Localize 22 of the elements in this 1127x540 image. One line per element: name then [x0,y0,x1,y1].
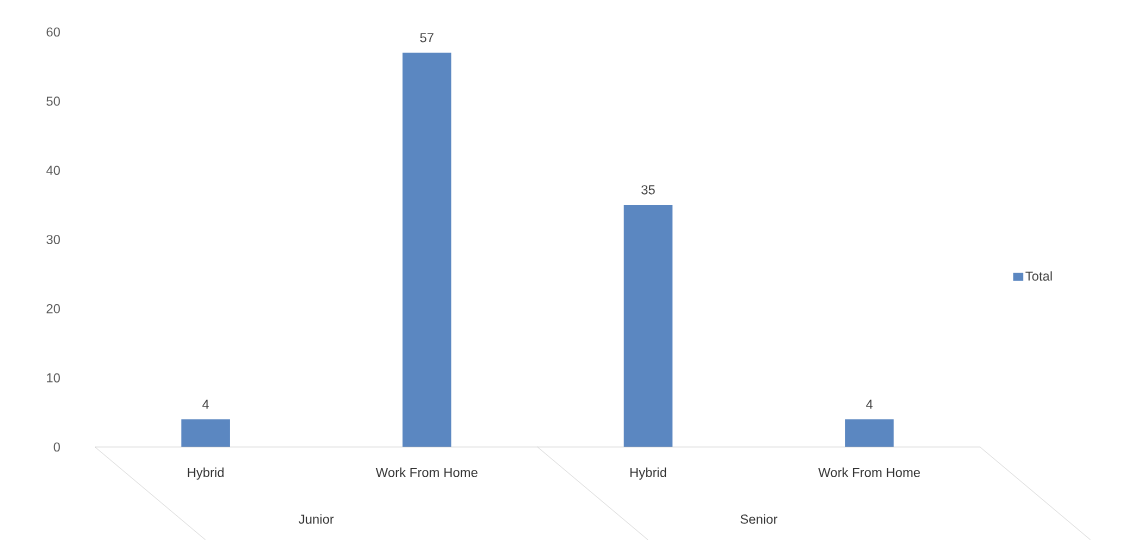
text: Junior [298,514,334,524]
data-label: 4 [866,399,873,409]
y-tick-label: 10 [46,373,60,383]
x-tick-label: Hybrid [630,467,667,480]
bar [623,204,673,447]
bar [845,419,894,447]
data-label: 4 [202,399,209,409]
data-label: 35 [641,185,655,195]
data-label: 57 [420,33,434,43]
y-tick-label: 60 [46,27,60,37]
y-tick-label: 50 [46,96,60,106]
x-tick-label: Work From Home [375,467,478,478]
y-tick-label: 40 [46,165,60,175]
bar [181,419,230,447]
y-tick-label: 30 [46,234,60,245]
bar [402,52,452,447]
y-tick-label: 0 [53,442,60,452]
y-tick-label: 20 [46,304,60,314]
legend-label: Total [1025,271,1052,281]
x-tick-label: Hybrid [187,467,224,480]
text: Senior [740,514,778,524]
x-tick-label: Work From Home [818,467,920,478]
